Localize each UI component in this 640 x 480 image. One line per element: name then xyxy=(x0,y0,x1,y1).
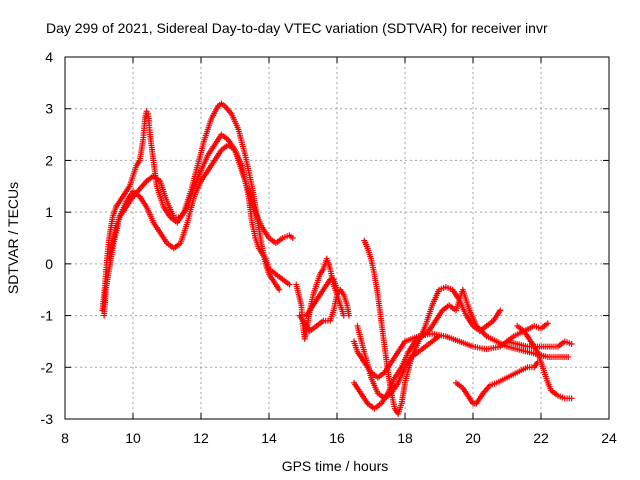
x-tick-labels: 8 10 12 14 16 18 20 22 24 xyxy=(61,430,617,446)
series-track-13 xyxy=(504,338,575,350)
y-axis-label: SDTVAR / TECUs xyxy=(5,182,21,294)
series-track-7 xyxy=(361,237,504,417)
y-tick-labels: -3 -2 -1 0 1 2 3 4 xyxy=(41,49,54,427)
series-track-11 xyxy=(453,359,541,407)
y-tick-label: 2 xyxy=(45,152,53,168)
x-tick-label: 8 xyxy=(61,430,69,446)
data-point-marker xyxy=(436,333,442,340)
x-tick-label: 10 xyxy=(125,430,141,446)
y-tick-label: 0 xyxy=(45,256,53,272)
x-tick-label: 24 xyxy=(601,430,617,446)
x-tick-label: 22 xyxy=(533,430,549,446)
series-track-1 xyxy=(99,100,283,314)
series-track-8 xyxy=(351,320,551,381)
series-track-5 xyxy=(296,286,352,335)
data-point-marker xyxy=(497,307,504,314)
data-point-marker xyxy=(334,286,340,293)
data-point-marker xyxy=(544,320,551,327)
data-point-marker xyxy=(289,235,296,241)
data-point-marker xyxy=(276,286,283,293)
data-points xyxy=(99,100,575,417)
x-tick-label: 12 xyxy=(193,430,209,446)
series-track-3 xyxy=(106,131,296,262)
x-tick-label: 14 xyxy=(261,430,277,446)
data-point-marker xyxy=(340,312,347,319)
x-tick-label: 20 xyxy=(465,430,481,446)
data-point-marker xyxy=(286,281,293,288)
y-tick-label: 4 xyxy=(45,49,53,65)
x-tick-label: 18 xyxy=(397,430,413,446)
y-tick-label: -2 xyxy=(41,359,54,375)
series-track-10 xyxy=(354,322,442,402)
data-point-marker xyxy=(568,395,575,402)
y-tick-label: 1 xyxy=(45,204,53,220)
y-tick-label: -3 xyxy=(41,411,54,427)
data-point-marker xyxy=(345,312,352,319)
series-track-6 xyxy=(303,276,340,319)
y-tick-label: 3 xyxy=(45,101,53,117)
data-point-marker xyxy=(568,341,575,348)
x-axis-label: GPS time / hours xyxy=(282,458,389,474)
x-tick-label: 16 xyxy=(329,430,345,446)
series-track-12 xyxy=(514,322,575,402)
chart-title: Day 299 of 2021, Sidereal Day-to-day VTE… xyxy=(46,20,548,36)
y-tick-label: -1 xyxy=(41,308,54,324)
data-point-marker xyxy=(565,353,572,360)
plot-frame xyxy=(64,56,610,420)
series-track-9 xyxy=(351,286,572,412)
